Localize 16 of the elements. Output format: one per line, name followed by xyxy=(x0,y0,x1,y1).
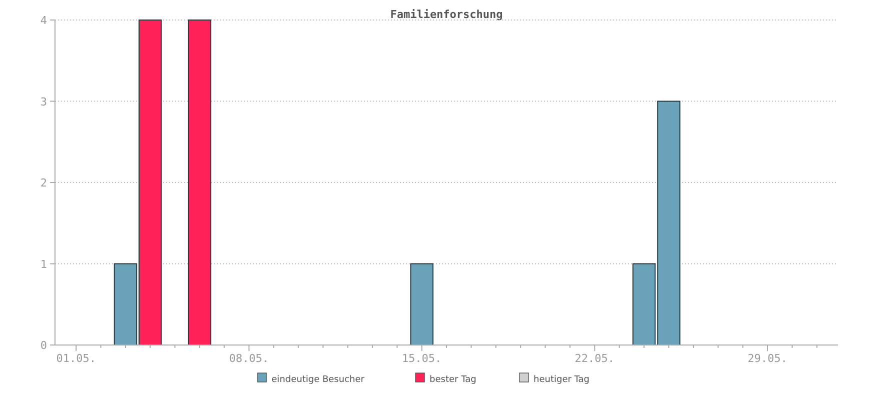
x-tick-label: 22.05. xyxy=(574,352,615,365)
y-tick-label: 2 xyxy=(40,176,47,190)
legend-label: eindeutige Besucher xyxy=(272,375,365,385)
bar xyxy=(410,263,434,346)
legend-label: heutiger Tag xyxy=(534,375,590,385)
y-tick-label: 4 xyxy=(40,14,48,27)
y-tick-label: 1 xyxy=(40,258,47,271)
bar xyxy=(188,20,212,346)
y-tick-label: 3 xyxy=(40,95,47,108)
y-tick-label: 0 xyxy=(40,339,47,352)
x-tick-label: 29.05. xyxy=(748,352,788,365)
x-tick-label: 08.05. xyxy=(229,352,269,365)
x-tick-label: 15.05. xyxy=(402,352,442,365)
legend-label: bester Tag xyxy=(430,375,476,385)
chart-title: Familienforschung xyxy=(390,8,503,21)
x-tick-label: 01.05. xyxy=(56,352,96,365)
